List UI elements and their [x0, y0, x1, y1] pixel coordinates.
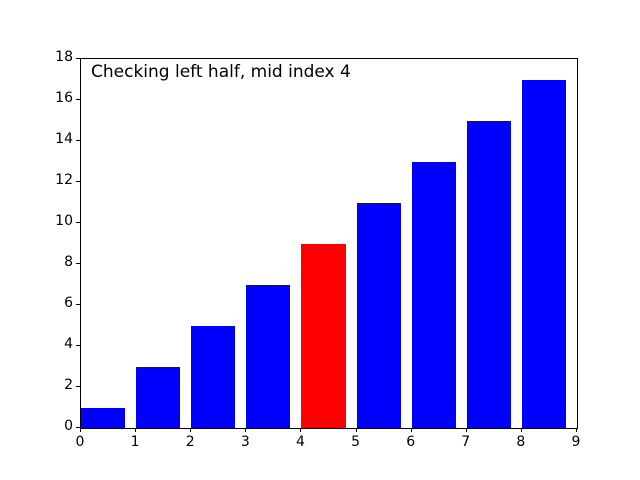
x-tick-label: 8 — [516, 434, 526, 450]
y-tick — [76, 222, 80, 223]
y-tick — [76, 345, 80, 346]
y-tick-label: 6 — [64, 295, 73, 311]
y-tick — [76, 386, 80, 387]
x-tick — [465, 428, 467, 432]
y-tick — [76, 140, 80, 141]
x-tick — [520, 428, 522, 432]
bar-highlighted — [301, 243, 346, 428]
bars-layer — [81, 59, 577, 428]
x-tick — [355, 428, 357, 432]
x-tick — [245, 428, 247, 432]
y-tick-label: 10 — [55, 213, 73, 229]
y-tick-label: 0 — [64, 418, 73, 434]
x-tick-label: 1 — [130, 434, 140, 450]
y-tick — [76, 99, 80, 100]
y-tick-label: 4 — [64, 336, 73, 352]
x-tick-label: 5 — [351, 434, 360, 450]
bar — [411, 161, 456, 428]
x-tick — [576, 428, 577, 432]
y-tick-label: 12 — [55, 172, 73, 188]
x-tick-label: 3 — [240, 434, 250, 450]
x-tick — [190, 428, 192, 432]
annotation-text: Checking left half, mid index 4 — [91, 62, 351, 82]
y-tick — [76, 58, 80, 59]
y-tick — [76, 181, 80, 182]
bar — [466, 120, 511, 428]
x-tick-label: 9 — [571, 434, 581, 450]
bar — [521, 79, 566, 428]
y-tick-label: 18 — [55, 49, 73, 65]
y-tick — [76, 427, 80, 428]
x-tick-label: 6 — [406, 434, 416, 450]
y-tick-label: 14 — [55, 131, 73, 147]
x-tick-label: 4 — [295, 434, 305, 450]
plot-area: Checking left half, mid index 4 — [80, 58, 578, 429]
x-tick — [135, 428, 137, 432]
y-tick — [76, 263, 80, 264]
x-tick — [410, 428, 412, 432]
bar — [246, 284, 291, 428]
x-tick-label: 7 — [461, 434, 471, 450]
y-tick-label: 2 — [64, 377, 73, 393]
bar — [356, 202, 401, 428]
y-tick — [76, 304, 80, 305]
x-tick-label: 0 — [75, 434, 85, 450]
x-tick — [300, 428, 302, 432]
bar — [191, 325, 236, 428]
bar — [81, 407, 126, 428]
x-tick-label: 2 — [185, 434, 195, 450]
y-tick-label: 16 — [55, 90, 73, 106]
bar — [136, 366, 181, 428]
y-tick-label: 8 — [64, 254, 73, 270]
x-tick — [80, 428, 81, 432]
